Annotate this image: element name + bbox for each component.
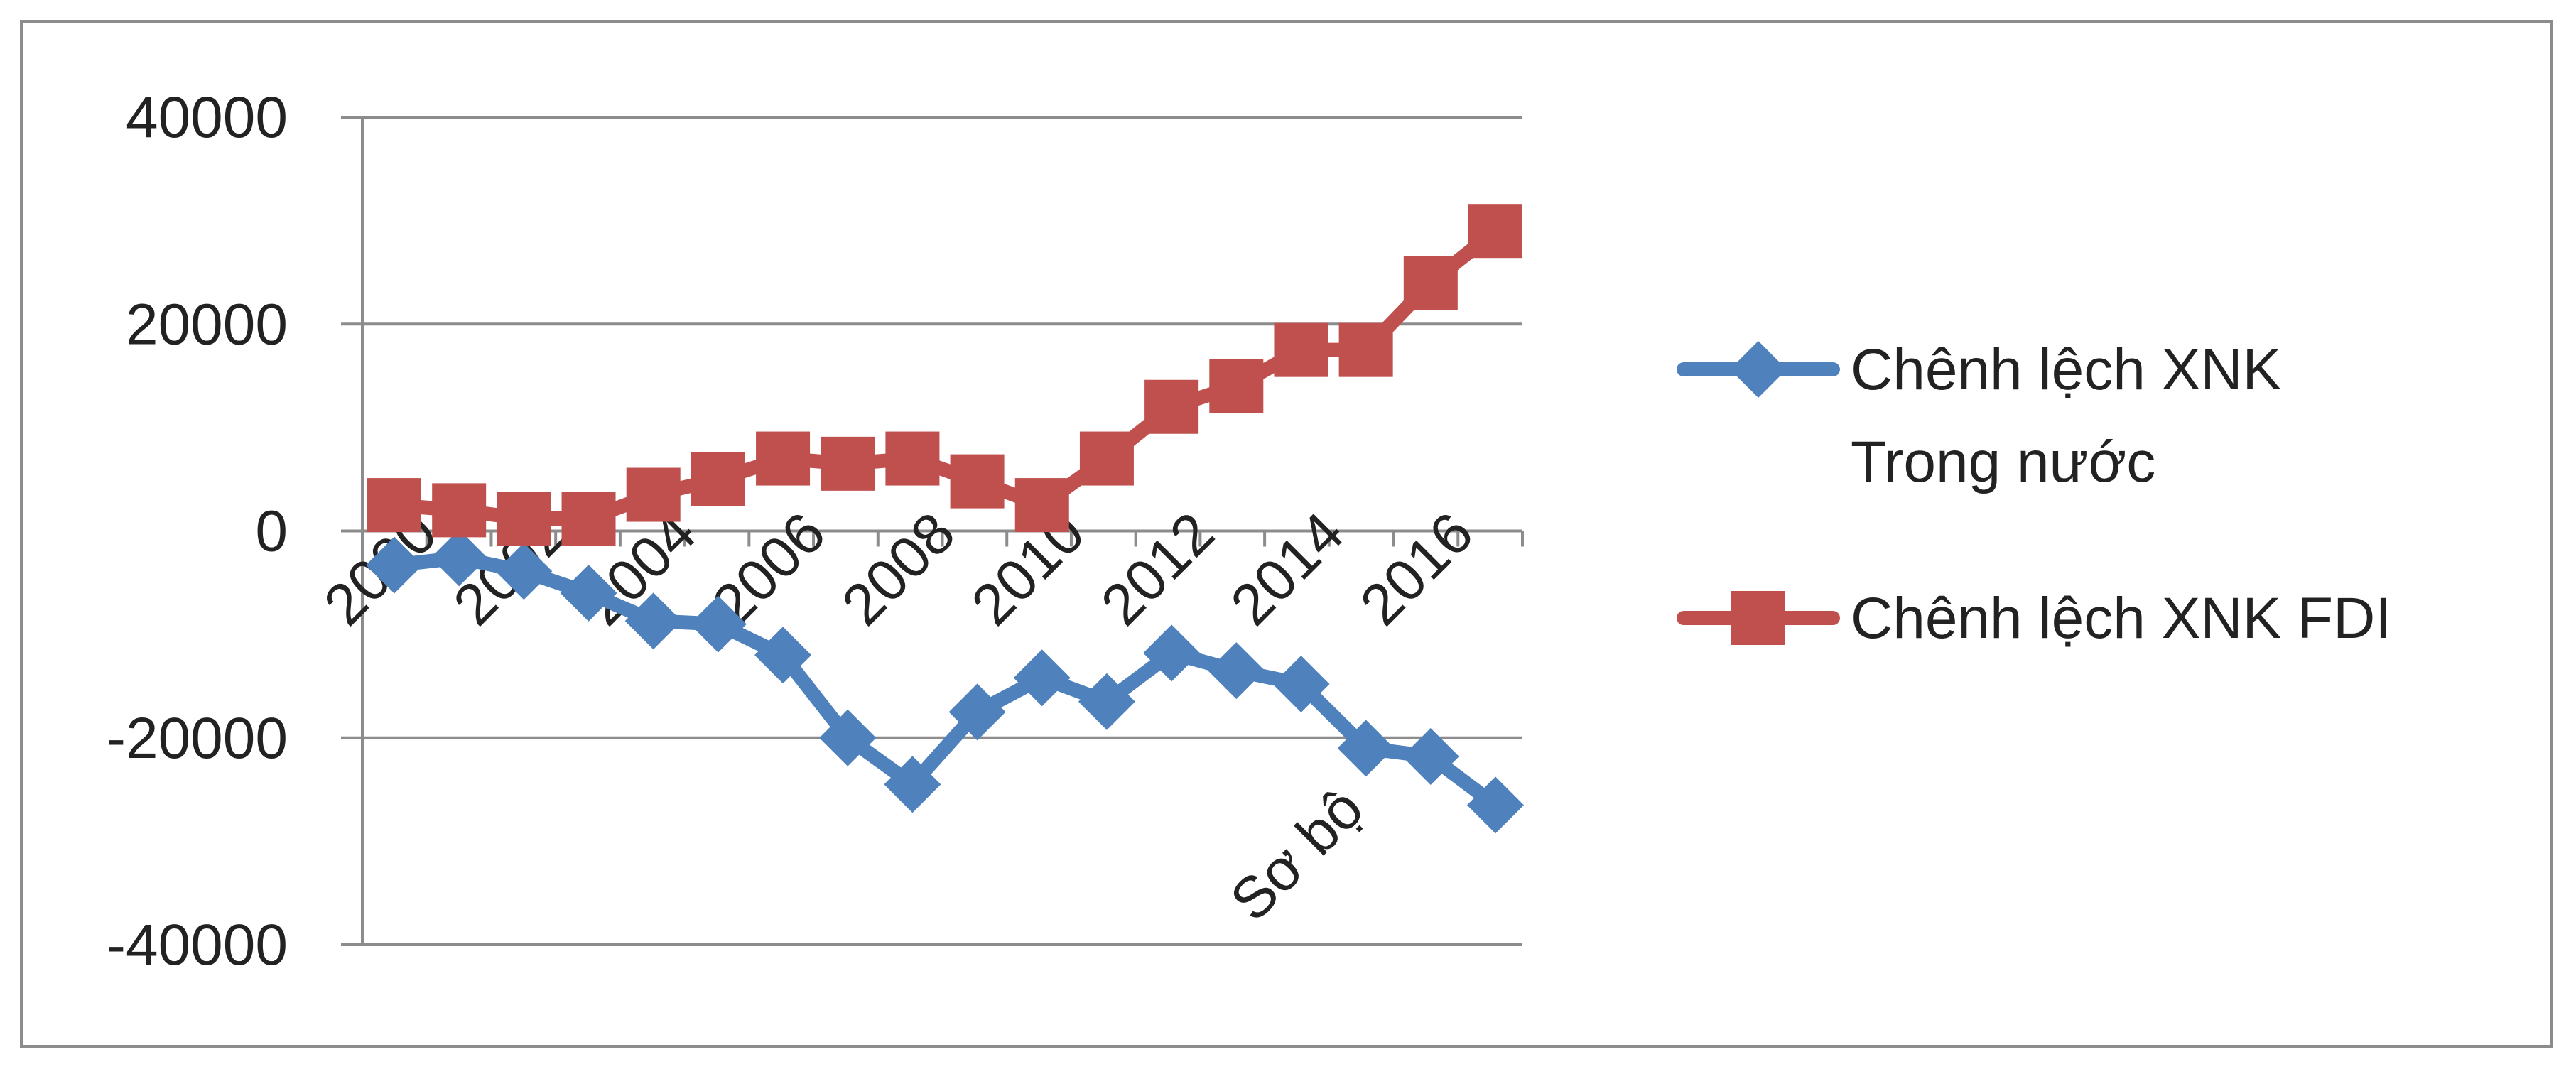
data-point-square (367, 478, 421, 533)
data-point-square (626, 467, 681, 522)
data-point-diamond (1467, 776, 1524, 834)
data-point-square (432, 483, 487, 538)
data-point-square (1274, 322, 1328, 377)
data-point-square (756, 431, 811, 486)
legend-label: Chênh lệch XNK (1851, 337, 2281, 402)
y-tick-label: -20000 (107, 706, 288, 771)
x-tick-label: Sơ bộ (1218, 776, 1376, 933)
data-point-diamond (560, 564, 617, 622)
series-line (394, 225, 1500, 526)
data-point-square (1468, 204, 1522, 259)
data-point-square (561, 492, 616, 546)
y-tick-label: 40000 (126, 85, 288, 150)
data-point-diamond (366, 536, 423, 594)
data-point-square (1144, 379, 1199, 434)
data-point-diamond (624, 592, 682, 650)
data-point-diamond (431, 529, 488, 587)
y-tick-label: -40000 (107, 913, 288, 977)
legend-marker-square (1731, 591, 1785, 645)
data-point-diamond (884, 756, 941, 813)
axes (361, 117, 1524, 945)
data-point-square (1014, 478, 1069, 533)
series-line (393, 550, 1500, 811)
data-point-diamond (495, 543, 553, 600)
data-point-diamond (689, 595, 747, 653)
data-point-square (497, 492, 551, 546)
x-tick-label: 2012 (1089, 500, 1226, 637)
data-point-square (1209, 359, 1264, 413)
data-point-diamond (1013, 649, 1071, 707)
legend: Chênh lệch XNK Trong nước Chênh lệch XNK F… (1677, 337, 2391, 651)
data-point-square (1079, 431, 1134, 486)
data-point-square (1403, 256, 1458, 310)
data-point-diamond (1272, 656, 1330, 713)
data-point-diamond (1078, 673, 1135, 730)
data-point-square (1338, 322, 1393, 377)
data-point-square (821, 436, 875, 491)
legend-label: Trong nước (1851, 430, 2155, 494)
data-point-diamond (1208, 642, 1265, 700)
series (366, 204, 1524, 834)
data-point-diamond (1143, 624, 1201, 682)
data-point-square (950, 454, 1005, 509)
data-point-square (691, 452, 745, 506)
x-tick-label: 2016 (1348, 500, 1485, 637)
data-point-diamond (754, 626, 812, 684)
y-tick-label: 0 (255, 499, 288, 564)
x-tick-label: 2008 (830, 500, 967, 637)
y-tick-labels: -40000 -20000 0 20000 40000 (107, 85, 288, 977)
data-point-diamond (1402, 727, 1459, 785)
data-point-square (885, 431, 940, 486)
x-tick-label: 2014 (1218, 500, 1355, 637)
legend-marker-diamond (1730, 341, 1787, 398)
legend-label: Chênh lệch XNK FDI (1851, 586, 2391, 651)
y-tick-label: 20000 (126, 292, 288, 357)
data-point-diamond (948, 683, 1006, 741)
data-point-diamond (819, 709, 877, 766)
data-point-diamond (1337, 720, 1395, 777)
